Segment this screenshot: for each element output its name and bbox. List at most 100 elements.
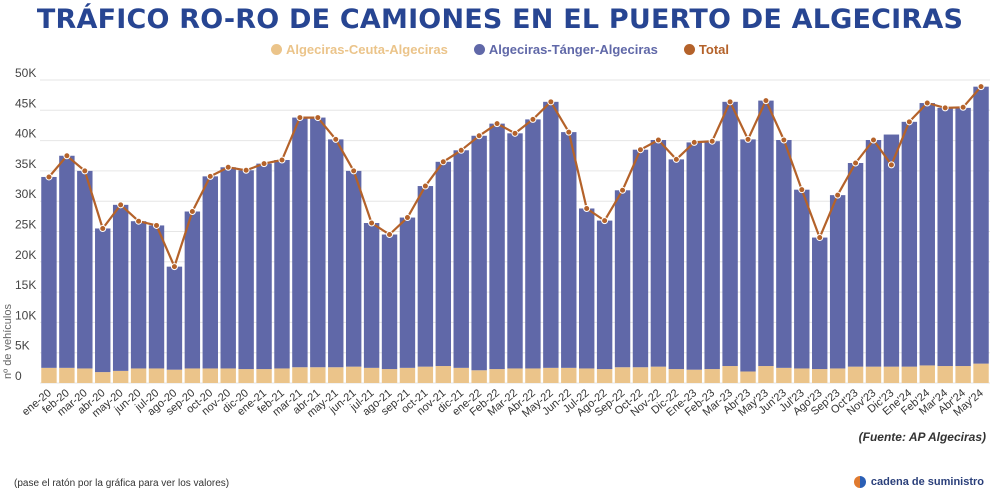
bar-ceuta <box>453 367 469 383</box>
bar-tanger <box>274 159 290 369</box>
bar-tanger <box>776 139 792 368</box>
total-point <box>941 104 949 112</box>
bar-tanger <box>184 211 201 369</box>
total-point <box>439 158 447 166</box>
total-point <box>296 114 304 122</box>
y-tick-label: 35K <box>15 157 36 171</box>
total-point <box>260 160 268 168</box>
brand-logo[interactable]: cadena de suministro <box>853 476 984 488</box>
bar-tanger <box>435 161 452 367</box>
total-point <box>135 217 143 225</box>
total-point <box>278 156 286 164</box>
legend-swatch-tanger <box>473 44 485 55</box>
bar-ceuta <box>578 368 595 383</box>
bar-tanger <box>507 133 523 369</box>
bar-ceuta <box>59 367 75 383</box>
bar-tanger <box>256 163 272 370</box>
bar-tanger <box>901 121 918 367</box>
bar-tanger <box>310 117 326 368</box>
y-axis-label: nº de vehículos <box>2 304 14 379</box>
total-point <box>977 83 985 91</box>
bar-ceuta <box>435 366 452 383</box>
legend-item-total[interactable]: Total <box>683 42 729 57</box>
bar-tanger <box>95 228 111 373</box>
bar-ceuta <box>812 369 828 383</box>
bar-ceuta <box>668 369 685 383</box>
total-point <box>63 152 71 160</box>
bar-tanger <box>758 100 774 367</box>
total-point <box>224 163 232 171</box>
bar-ceuta <box>740 371 756 383</box>
total-point <box>314 114 322 122</box>
y-tick-label: 5K <box>15 339 30 353</box>
total-point <box>708 137 716 145</box>
bar-tanger <box>238 170 254 370</box>
total-point <box>45 173 53 181</box>
y-tick-label: 45K <box>15 96 36 110</box>
bar-tanger <box>417 186 434 367</box>
chart-title: TRÁFICO RO-RO DE CAMIONES EN EL PUERTO D… <box>36 4 964 35</box>
bar-ceuta <box>686 369 702 383</box>
bar-ceuta <box>112 370 129 383</box>
bar-ceuta <box>238 369 254 383</box>
bar-tanger <box>847 163 864 367</box>
bar-ceuta <box>381 369 398 383</box>
bar-tanger <box>561 132 577 368</box>
bar-ceuta <box>148 368 165 383</box>
bar-tanger <box>955 107 971 367</box>
bar-ceuta <box>561 367 577 383</box>
bar-tanger <box>59 155 75 368</box>
bar-ceuta <box>256 369 272 383</box>
bar-ceuta <box>130 368 147 383</box>
bar-ceuta <box>847 366 864 383</box>
legend-label-total: Total <box>698 42 729 57</box>
bar-ceuta <box>41 367 57 383</box>
legend-item-ceuta[interactable]: Algeciras-Ceuta-Algeciras <box>270 42 448 57</box>
brand-logo-icon <box>853 476 866 488</box>
total-point <box>887 161 895 169</box>
bar-ceuta <box>937 366 953 383</box>
bar-ceuta <box>310 367 326 383</box>
bar-ceuta <box>596 369 613 383</box>
y-tick-label: 15K <box>15 278 36 292</box>
bar-ceuta <box>202 368 218 383</box>
total-point <box>780 136 788 144</box>
bar-tanger <box>328 139 344 368</box>
y-tick-label: 25K <box>15 218 36 232</box>
bar-tanger <box>489 123 505 370</box>
bar-tanger <box>543 101 559 368</box>
bar-tanger <box>292 117 308 368</box>
total-point <box>206 172 214 180</box>
bar-tanger <box>632 149 649 368</box>
brand-text: cadena de suministro <box>870 476 984 488</box>
legend-item-tanger[interactable]: Algeciras-Tánger-Algeciras <box>473 42 658 57</box>
total-point <box>959 103 967 111</box>
legend: Algeciras-Ceuta-Algeciras Algeciras-Táng… <box>0 42 1000 57</box>
bar-ceuta <box>274 368 290 383</box>
bar-tanger <box>41 176 57 368</box>
total-point <box>816 234 824 242</box>
bar-ceuta <box>166 369 183 383</box>
y-tick-label: 50K <box>15 66 36 80</box>
bar-tanger <box>937 107 953 367</box>
bar-ceuta <box>794 368 810 383</box>
bar-tanger <box>399 217 416 368</box>
bar-tanger <box>578 208 595 369</box>
total-point <box>852 159 860 167</box>
bar-ceuta <box>328 367 344 383</box>
bar-ceuta <box>632 367 649 383</box>
total-point <box>905 118 913 126</box>
bar-tanger <box>130 221 147 369</box>
bar-tanger <box>829 195 846 369</box>
total-point <box>726 98 734 106</box>
bar-ceuta <box>865 366 882 383</box>
bar-tanger <box>865 139 882 367</box>
total-point <box>744 135 752 143</box>
bar-tanger <box>794 189 810 369</box>
bar-ceuta <box>471 370 487 383</box>
bar-tanger <box>812 237 828 370</box>
bar-tanger <box>919 103 935 366</box>
total-point <box>368 219 376 227</box>
total-point <box>457 146 465 154</box>
